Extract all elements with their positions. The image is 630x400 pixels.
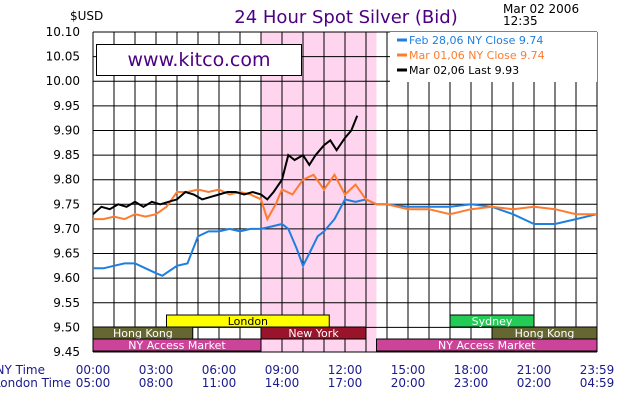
y-tick-label: 9.95 (53, 99, 80, 113)
y-tick-label: 9.80 (53, 173, 80, 187)
website-box: www.kitco.com (96, 44, 302, 76)
legend-entry: Mar 01,06 NY Close 9.74 (409, 49, 545, 62)
y-tick-label: 9.75 (53, 197, 80, 211)
y-axis-label: $USD (70, 9, 103, 23)
y-tick-label: 9.70 (53, 222, 80, 236)
series-lines (92, 115, 598, 277)
x-tick-label-london: 20:00 (391, 376, 426, 390)
ny-time-row-label: NY Time (0, 363, 45, 377)
date-label: Mar 02 2006 (503, 2, 579, 16)
series-line (93, 198, 598, 277)
y-tick-label: 10.00 (46, 74, 80, 88)
x-tick-label-ny: 15:00 (391, 363, 426, 377)
london-time-row-label: London Time (0, 376, 71, 390)
market-bar (376, 338, 598, 352)
y-tick-label: 9.65 (53, 247, 80, 261)
x-tick-label-ny: 06:00 (202, 363, 237, 377)
x-tick-label-london: 11:00 (202, 376, 237, 390)
y-tick-label: 9.45 (53, 345, 80, 359)
x-tick-label-ny: 23:59 (580, 363, 615, 377)
legend-entry: Mar 02,06 Last 9.93 (409, 64, 519, 77)
market-label: Hong Kong (515, 327, 575, 340)
market-label: NY Access Market (438, 339, 536, 352)
y-tick-label: 9.60 (53, 271, 80, 285)
legend: Feb 28,06 NY Close 9.74 Mar 01,06 NY Clos… (390, 32, 597, 82)
x-tick-label-london: 02:00 (517, 376, 552, 390)
y-tick-label: 10.10 (46, 25, 80, 39)
x-tick-label-london: 04:59 (580, 376, 615, 390)
x-tick-label-ny: 00:00 (76, 363, 111, 377)
highlight-window (261, 32, 377, 352)
x-tick-label-ny: 18:00 (454, 363, 489, 377)
y-tick-label: 9.55 (53, 296, 80, 310)
time-label: 12:35 (503, 14, 538, 28)
x-tick-label-ny: 09:00 (265, 363, 300, 377)
y-tick-label: 9.85 (53, 148, 80, 162)
market-bar (92, 338, 262, 352)
chart-title: 24 Hour Spot Silver (Bid) (234, 7, 457, 28)
y-tick-labels: 10.10 10.05 10.00 9.95 9.90 9.85 9.80 9.75 9.70 9… (46, 25, 80, 359)
series-line (93, 172, 597, 222)
x-tick-label-london: 08:00 (139, 376, 174, 390)
market-label: New York (288, 327, 339, 340)
x-tick-label-ny: 21:00 (517, 363, 552, 377)
y-tick-label: 9.50 (53, 320, 80, 334)
website-label: www.kitco.com (127, 49, 271, 71)
market-bar (260, 326, 367, 340)
legend-box (390, 32, 597, 82)
y-tick-label: 9.90 (53, 123, 80, 137)
x-tick-label-london: 05:00 (76, 376, 111, 390)
market-bar (166, 314, 330, 328)
market-label: London (228, 315, 268, 328)
x-tick-label-ny: 03:00 (139, 363, 174, 377)
x-tick-label-london: 23:00 (454, 376, 489, 390)
x-tick-label-london: 17:00 (328, 376, 363, 390)
x-tick-label-ny: 12:00 (328, 363, 363, 377)
x-tick-label-london: 14:00 (265, 376, 300, 390)
y-tick-label: 10.05 (46, 50, 80, 64)
market-label: Sydney (472, 315, 513, 328)
series-line (92, 115, 359, 215)
legend-entry: Feb 28,06 NY Close 9.74 (409, 34, 543, 47)
market-label: NY Access Market (128, 339, 226, 352)
market-label: Hong Kong (113, 327, 173, 340)
